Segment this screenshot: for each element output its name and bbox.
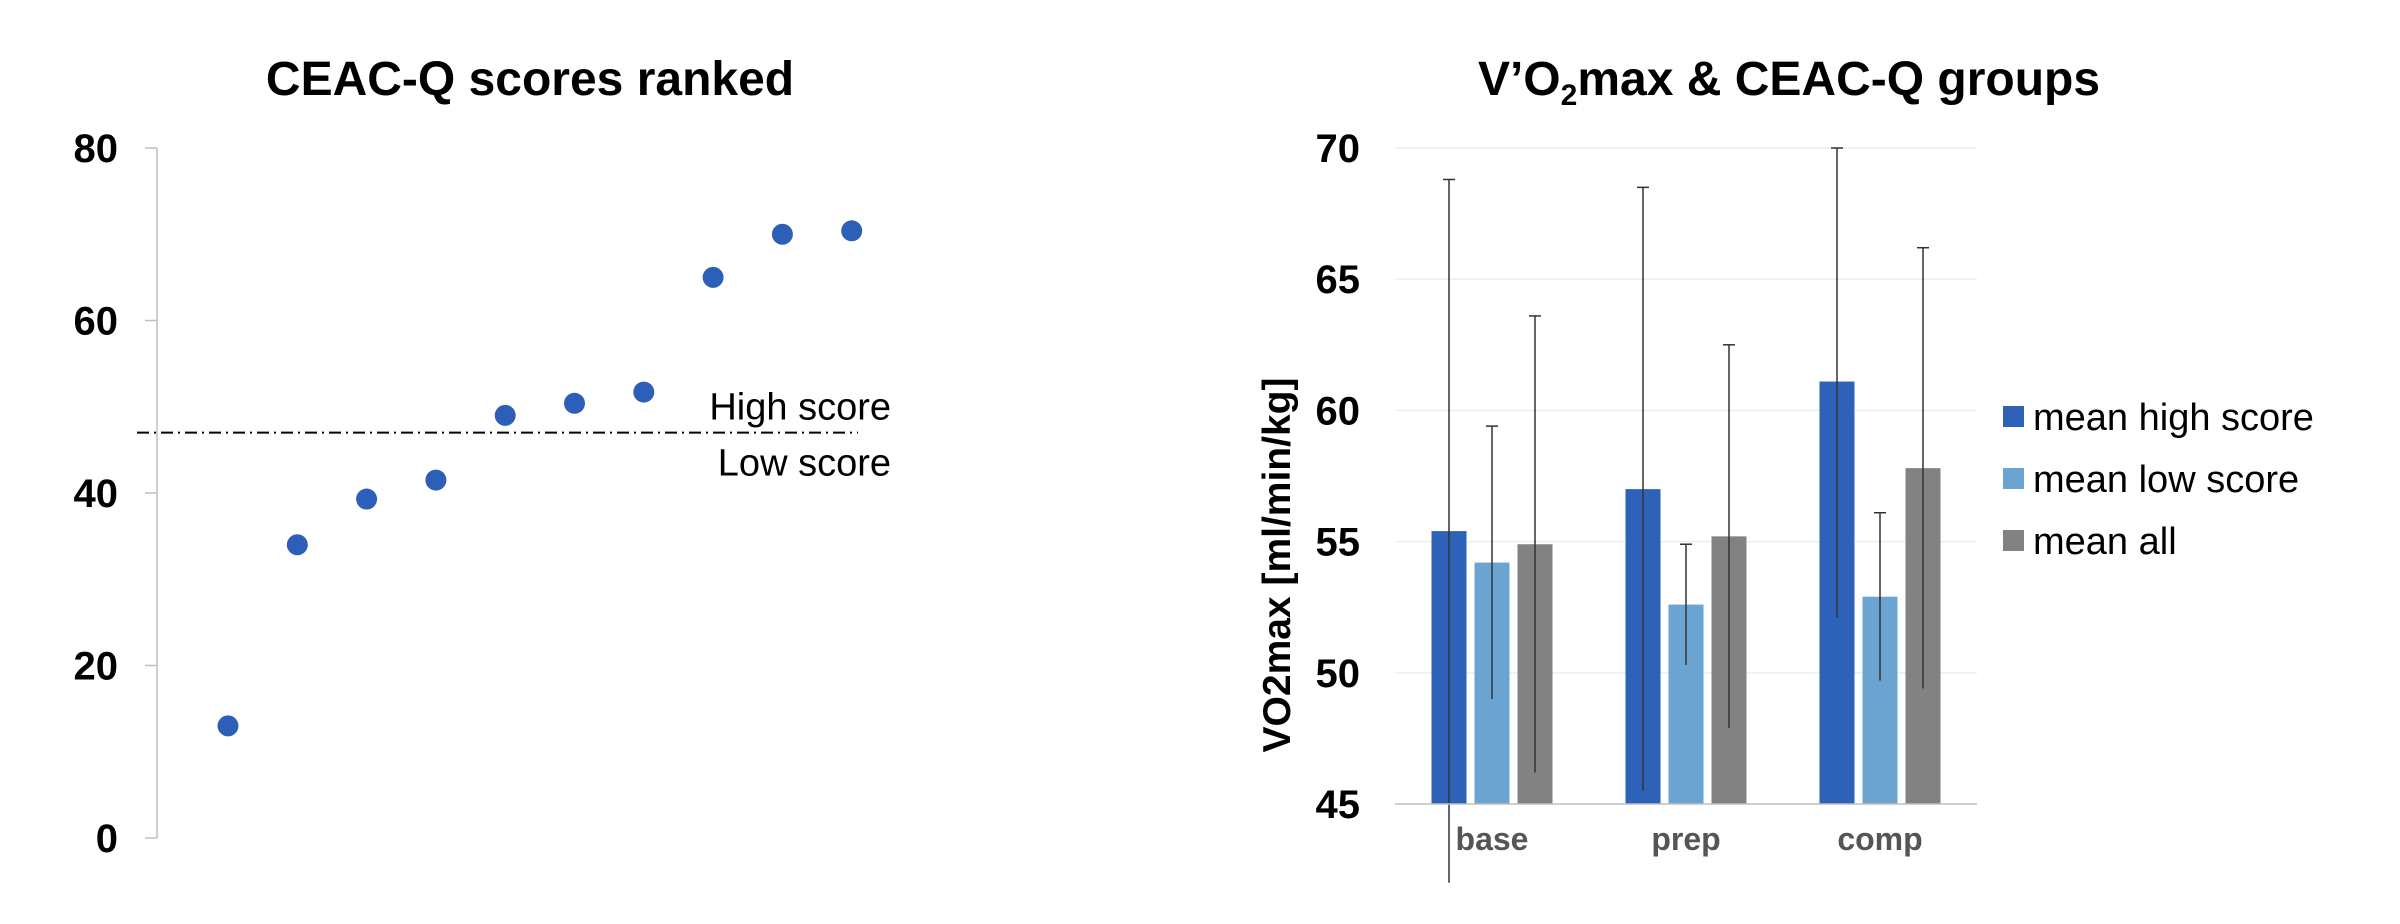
bar-category-label: base [1456,821,1529,857]
scatter-y-ticks: 0 20 40 60 80 [74,127,157,861]
bar-chart-title-post: max & CEAC-Q groups [1577,53,2100,106]
scatter-y-tick-label: 0 [96,817,118,861]
scatter-point [633,381,655,403]
bar-y-tick-label: 60 [1316,389,1361,433]
bar-category-label: prep [1651,821,1720,857]
scatter-chart: CEAC-Q scores ranked 0 20 40 60 80 High scor… [74,53,892,861]
scatter-point [841,220,863,242]
error-bars [1443,147,1929,883]
scatter-point [702,266,724,288]
scatter-point [494,404,516,426]
legend-swatch [2003,530,2024,551]
scatter-y-tick-label: 40 [74,472,119,516]
threshold-label-low: Low score [718,443,891,485]
bar-y-tick-label: 55 [1316,521,1361,565]
scatter-points [217,220,863,737]
scatter-point [771,223,793,245]
bar-y-tick-label: 50 [1316,652,1361,696]
scatter-point [217,715,239,737]
bar-category-label: comp [1837,821,1922,857]
threshold-label-high: High score [709,387,891,429]
scatter-y-tick-label: 60 [74,300,119,344]
bar-chart-title-pre: V’O [1478,53,1561,106]
bar-y-tick-label: 45 [1316,783,1361,827]
bar-chart: V’O2max & CEAC-Q groups 45 50 55 60 65 70 VO2… [1256,53,2314,883]
bar-y-axis-label: VO2max [ml/min/kg] [1256,378,1299,753]
bar-y-tick-label: 65 [1316,258,1361,302]
scatter-point [564,392,585,414]
scatter-point [286,534,308,556]
scatter-point [356,488,378,510]
scatter-y-tick-label: 20 [74,645,119,689]
legend-swatch [2003,468,2024,489]
legend-label: mean high score [2033,397,2314,439]
bar-chart-title-sub: 2 [1561,79,1578,112]
bar-y-tick-label: 70 [1316,127,1361,171]
bar-legend: mean high score mean low score mean all [2003,397,2314,563]
legend-swatch [2003,406,2024,427]
scatter-y-tick-label: 80 [74,127,119,171]
bar-y-ticks: 45 50 55 60 65 70 [1316,127,1361,827]
bar-chart-title: V’O2max & CEAC-Q groups [1478,53,2100,112]
legend-label: mean low score [2033,459,2299,501]
legend-label: mean all [2033,521,2177,563]
bar-x-categories: base prep comp [1456,821,1923,857]
scatter-point [425,469,447,491]
scatter-chart-title: CEAC-Q scores ranked [266,53,794,106]
